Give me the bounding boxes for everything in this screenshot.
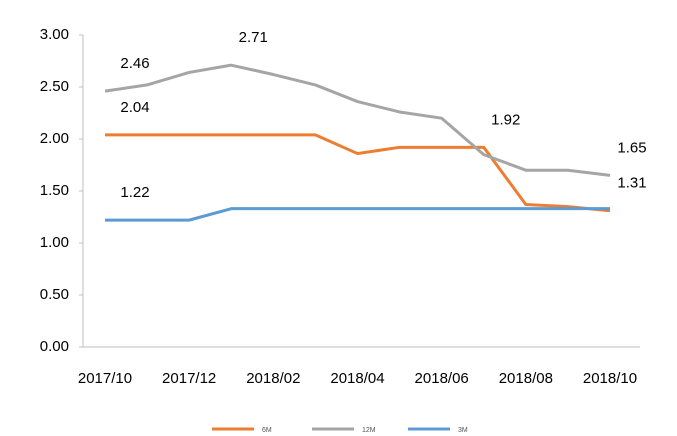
data-label: 2.46 [120, 55, 149, 72]
data-label: 1.22 [120, 184, 149, 201]
data-label: 1.31 [617, 175, 646, 192]
x-tick-label: 2017/12 [162, 370, 216, 387]
x-tick-label: 2018/06 [415, 370, 469, 387]
y-tick-label: 0.00 [40, 338, 69, 355]
series-line [105, 133, 611, 213]
data-label: 1.92 [491, 111, 520, 128]
y-tick-label: 2.50 [40, 78, 69, 95]
data-label: 1.65 [617, 139, 646, 156]
data-label: 2.71 [239, 29, 268, 46]
x-tick-label: 2018/02 [246, 370, 300, 387]
series-line [105, 207, 610, 222]
x-tick-label: 2017/10 [78, 370, 132, 387]
y-tick-label: 2.00 [40, 130, 69, 147]
y-tick-label: 0.50 [40, 286, 69, 303]
y-tick-label: 1.00 [40, 234, 69, 251]
y-tick-label: 1.50 [40, 182, 69, 199]
x-tick-label: 2018/10 [583, 370, 637, 387]
legend-label: 3M [458, 427, 468, 434]
x-tick-label: 2018/04 [330, 370, 384, 387]
x-tick-label: 2018/08 [499, 370, 553, 387]
legend-label: 12M [362, 427, 376, 434]
y-tick-label: 3.00 [40, 26, 69, 43]
legend-label: 6M [262, 427, 272, 434]
data-label: 2.04 [120, 99, 149, 116]
series-line [104, 63, 611, 177]
